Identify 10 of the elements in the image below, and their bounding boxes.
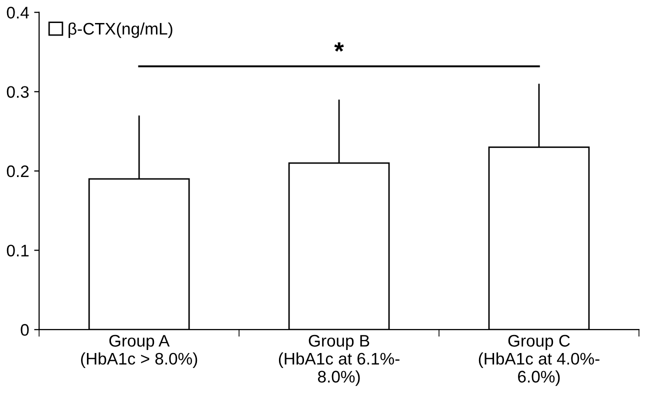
- x-tick-label: Group A (HbA1c > 8.0%): [81, 334, 198, 368]
- annotation: *: [334, 42, 344, 52]
- legend-label: β-CTX(ng/mL): [68, 22, 172, 38]
- x-tick-label: Group C (HbA1c at 4.0%- 6.0%): [478, 334, 600, 386]
- y-tick-label: 0.2: [6, 165, 29, 178]
- y-tick-label: 0.1: [6, 244, 29, 256]
- x-tick-label: Group B (HbA1c at 6.1%- 8.0%): [278, 334, 400, 386]
- y-tick-label: 0: [20, 324, 29, 336]
- y-tick-label: 0.3: [6, 86, 29, 98]
- y-tick-label: 0.4: [6, 6, 29, 19]
